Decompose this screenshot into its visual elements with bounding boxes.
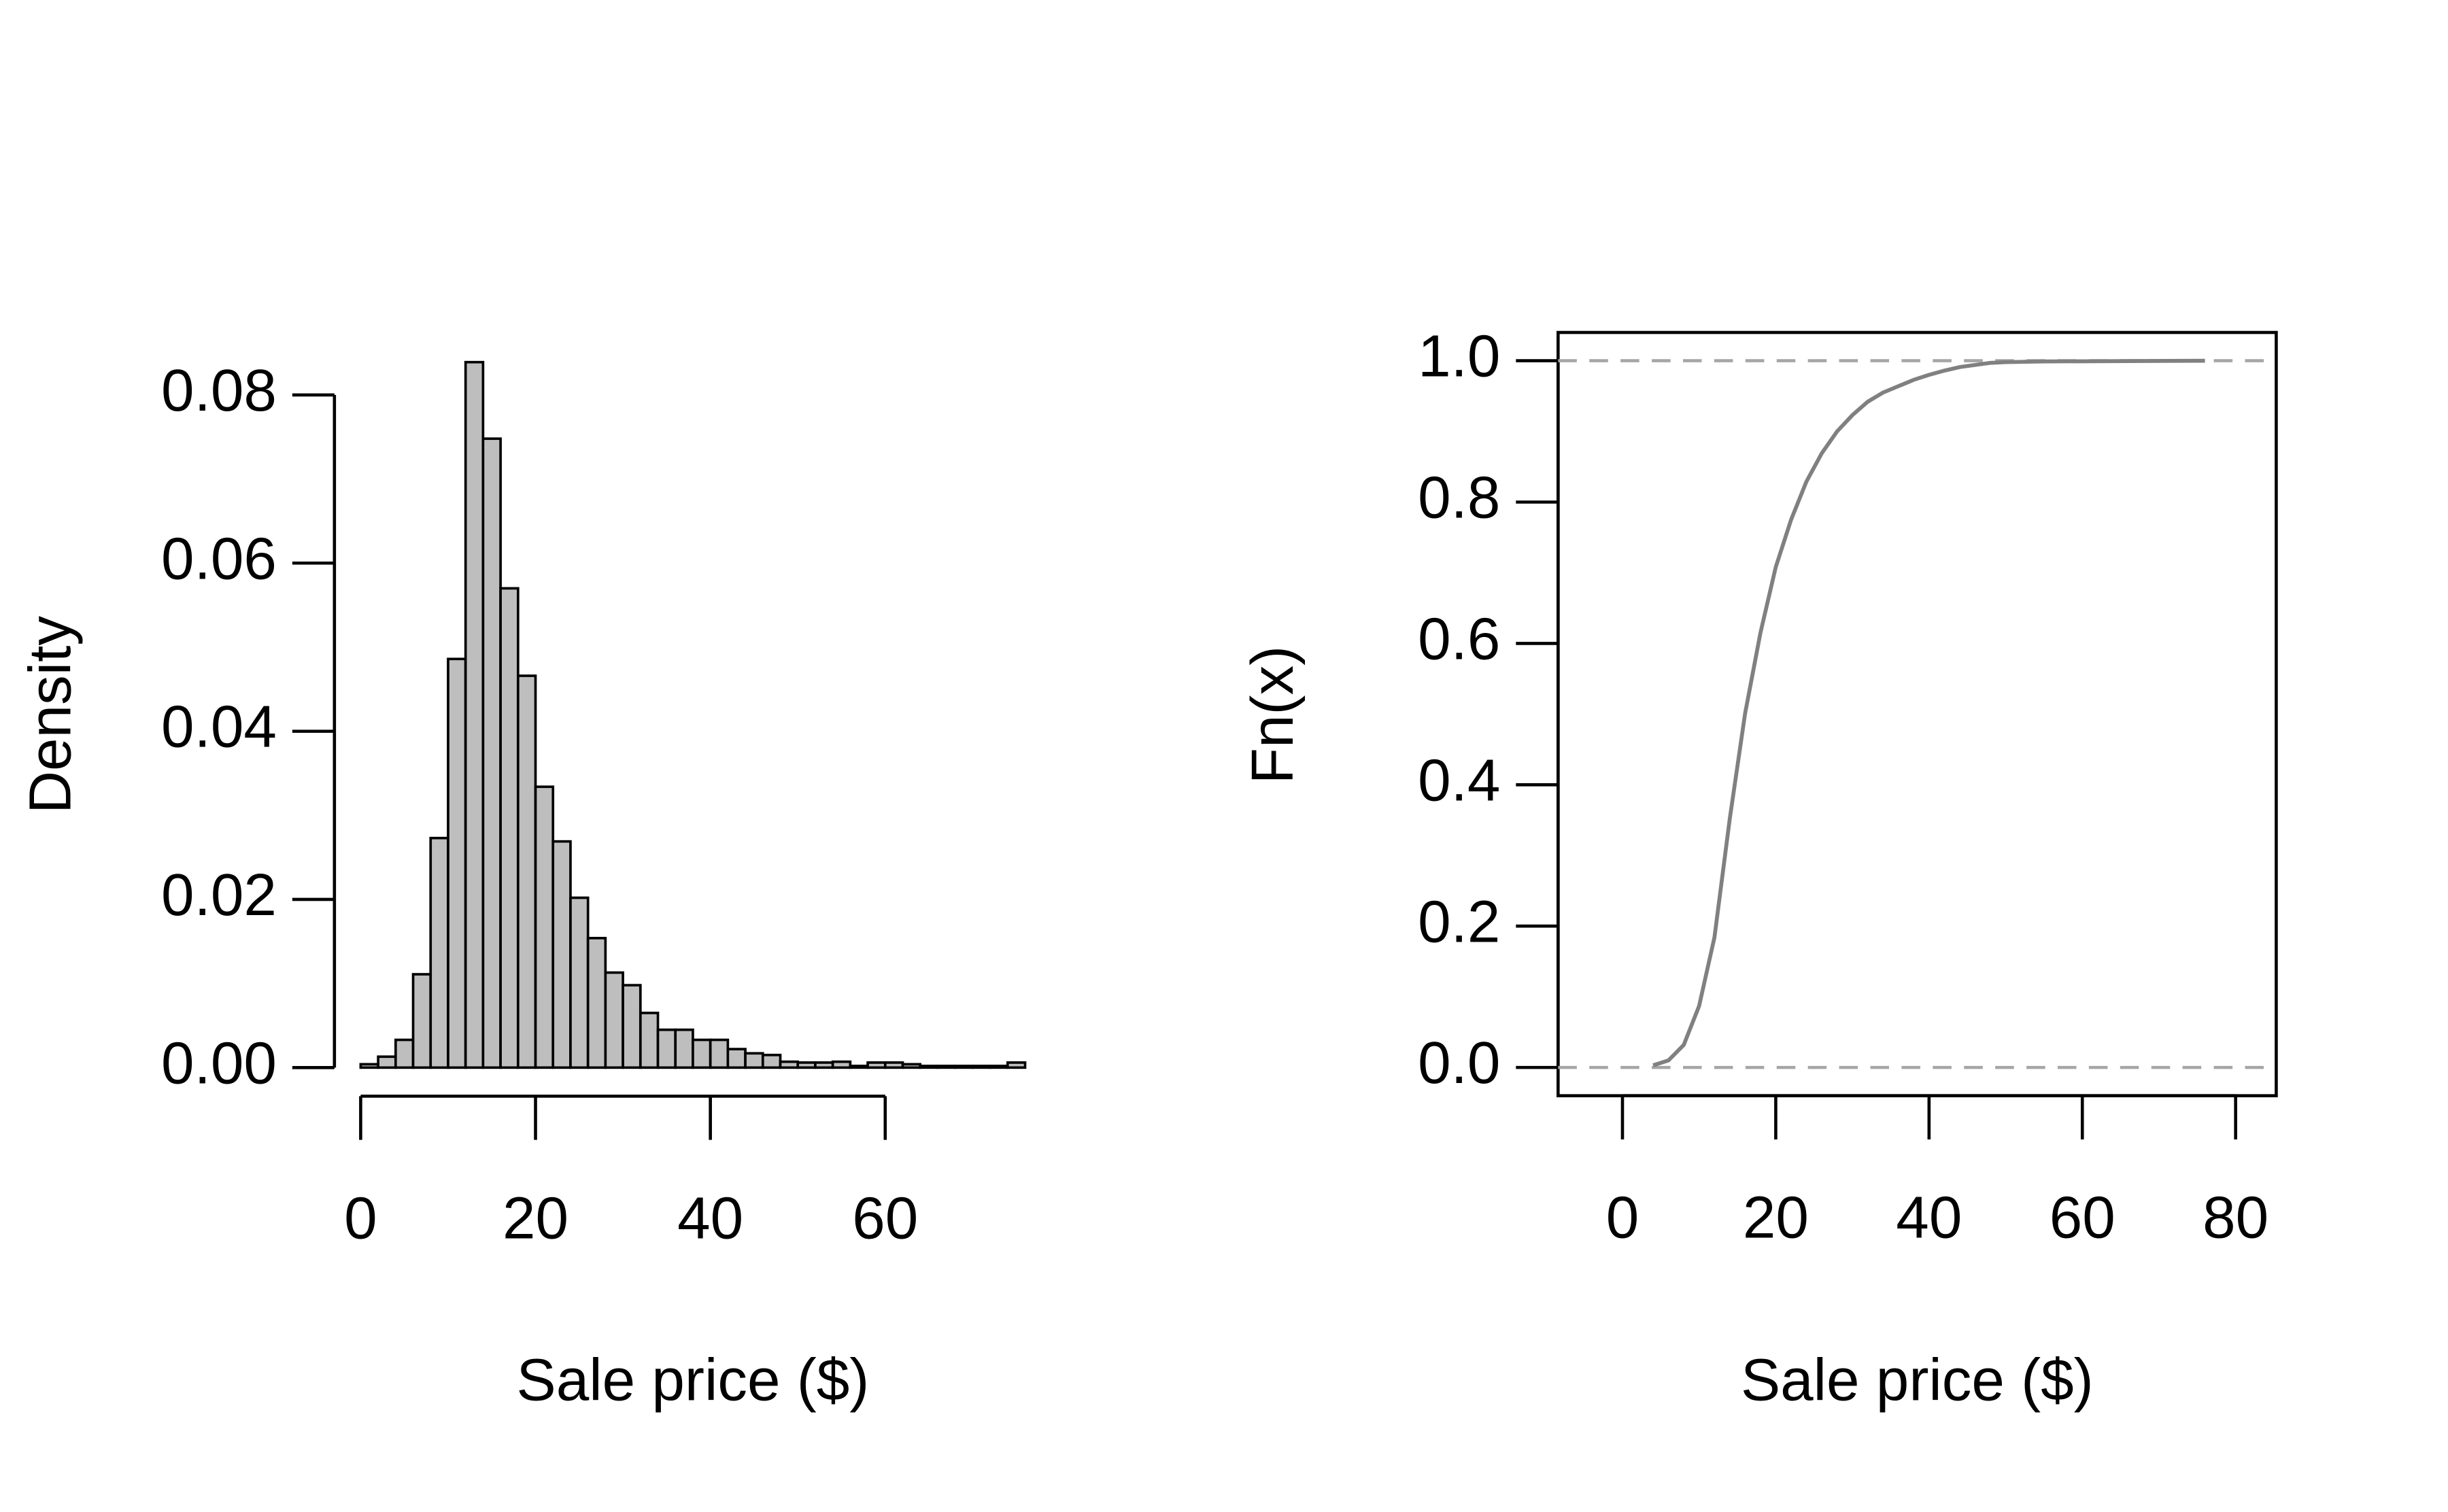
- bar: [447, 657, 467, 1069]
- bar: [534, 785, 555, 1069]
- bar: [569, 896, 590, 1069]
- x-tick-label: 20: [1743, 1185, 1809, 1251]
- bar: [919, 1065, 939, 1069]
- x-axis-label: Sale price ($): [517, 1347, 870, 1413]
- bar: [779, 1060, 800, 1069]
- bar: [761, 1053, 782, 1069]
- bar: [692, 1038, 712, 1069]
- x-tick-label: 80: [2203, 1185, 2268, 1251]
- y-tick-label: 0.00: [161, 1030, 277, 1096]
- plot-box: [1557, 330, 2278, 1097]
- bar: [849, 1065, 869, 1069]
- bar: [394, 1038, 415, 1069]
- bar: [831, 1060, 852, 1069]
- bar: [709, 1038, 730, 1069]
- bar: [796, 1061, 817, 1069]
- bar: [901, 1063, 922, 1069]
- y-tick-label: 1.0: [1418, 324, 1500, 390]
- bar: [429, 836, 449, 1069]
- bar: [551, 840, 572, 1069]
- y-tick-label: 0.04: [161, 694, 277, 760]
- bar: [656, 1028, 677, 1069]
- bar: [622, 984, 642, 1069]
- y-tick-label: 0.8: [1418, 465, 1500, 531]
- bar: [883, 1061, 904, 1069]
- x-tick-label: 60: [852, 1185, 918, 1251]
- bar: [866, 1061, 887, 1069]
- bar: [516, 674, 537, 1069]
- bar: [377, 1055, 397, 1069]
- bar: [411, 973, 432, 1069]
- bar: [1006, 1061, 1027, 1069]
- bar: [481, 437, 502, 1069]
- y-tick-label: 0.08: [161, 358, 277, 424]
- x-axis-label: Sale price ($): [1741, 1347, 2094, 1413]
- bar: [971, 1065, 991, 1069]
- bar: [936, 1065, 957, 1069]
- bar: [586, 937, 607, 1069]
- bar: [744, 1052, 764, 1069]
- bar: [726, 1048, 747, 1069]
- y-tick-label: 0.2: [1418, 889, 1500, 955]
- y-axis-label: Density: [17, 616, 83, 814]
- bar: [604, 971, 624, 1069]
- x-tick-label: 20: [503, 1185, 568, 1251]
- bar: [639, 1012, 660, 1069]
- ecdf-line: [1652, 358, 2205, 1067]
- bar: [674, 1028, 694, 1069]
- y-tick-label: 0.6: [1418, 606, 1500, 672]
- x-tick-label: 0: [344, 1185, 377, 1251]
- bar: [499, 587, 520, 1069]
- bar: [359, 1063, 379, 1069]
- bar: [989, 1065, 1009, 1069]
- y-tick-label: 0.06: [161, 526, 277, 591]
- y-tick-label: 0.0: [1418, 1030, 1500, 1096]
- x-tick-label: 40: [1896, 1185, 1962, 1251]
- x-tick-label: 60: [2050, 1185, 2115, 1251]
- bar: [464, 360, 485, 1069]
- bar: [814, 1061, 834, 1069]
- bar: [953, 1065, 974, 1069]
- x-tick-label: 0: [1606, 1185, 1639, 1251]
- y-tick-label: 0.4: [1418, 747, 1500, 813]
- x-tick-label: 40: [677, 1185, 743, 1251]
- y-axis-label: Fn(x): [1240, 646, 1306, 785]
- y-tick-label: 0.02: [161, 862, 277, 928]
